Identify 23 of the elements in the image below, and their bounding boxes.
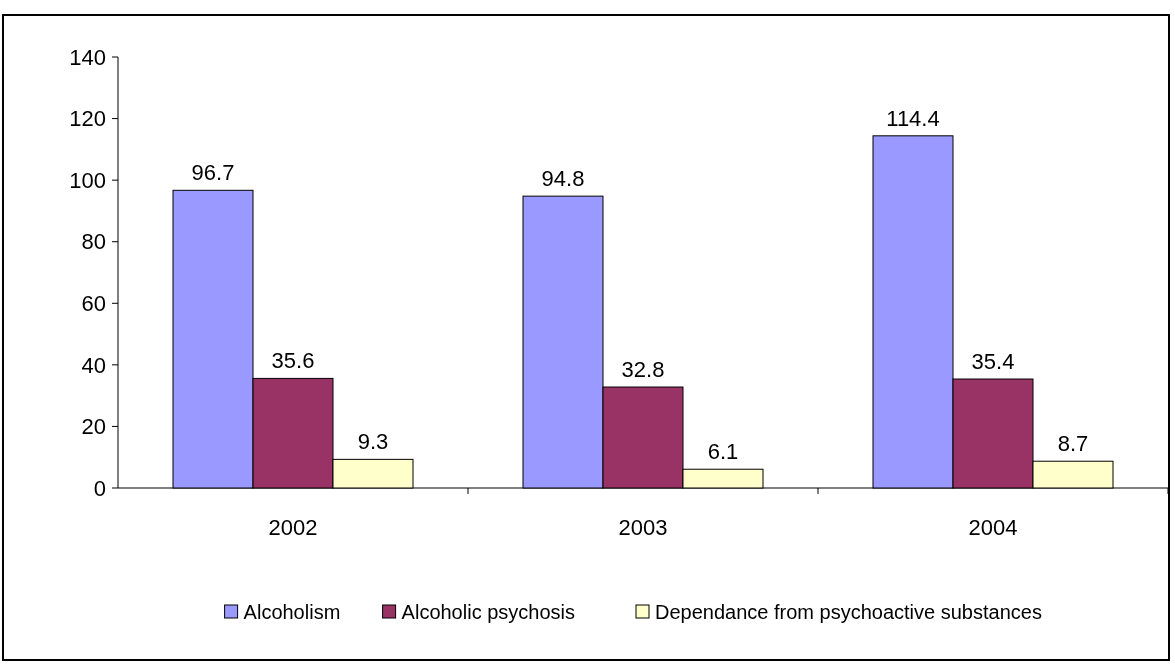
y-tick-label: 80	[81, 229, 106, 255]
y-tick-label: 40	[81, 352, 106, 378]
data-label: 35.4	[971, 349, 1015, 375]
x-tick-label: 2004	[968, 515, 1018, 540]
y-tick-label: 0	[93, 475, 106, 501]
data-label: 114.4	[886, 105, 940, 131]
y-tick-label: 140	[69, 44, 106, 70]
y-tick-label: 100	[69, 167, 106, 193]
data-label: 9.3	[357, 429, 389, 455]
data-label: 94.8	[541, 166, 585, 192]
y-tick-label: 120	[69, 106, 106, 132]
y-tick-label: 60	[81, 290, 106, 316]
x-tick-label: 2002	[268, 515, 318, 540]
data-label: 35.6	[271, 348, 315, 374]
legend-label: Dependance from psychoactive substances	[655, 601, 1042, 623]
data-label: 96.7	[191, 160, 235, 186]
data-label: 32.8	[621, 357, 665, 383]
data-label: 6.1	[707, 439, 739, 465]
legend-label: Alcoholic psychosis	[401, 601, 576, 623]
legend-label: Alcoholism	[243, 601, 341, 623]
x-tick-label: 2003	[618, 515, 668, 540]
y-tick-label: 20	[81, 414, 106, 440]
data-label: 8.7	[1057, 431, 1089, 457]
